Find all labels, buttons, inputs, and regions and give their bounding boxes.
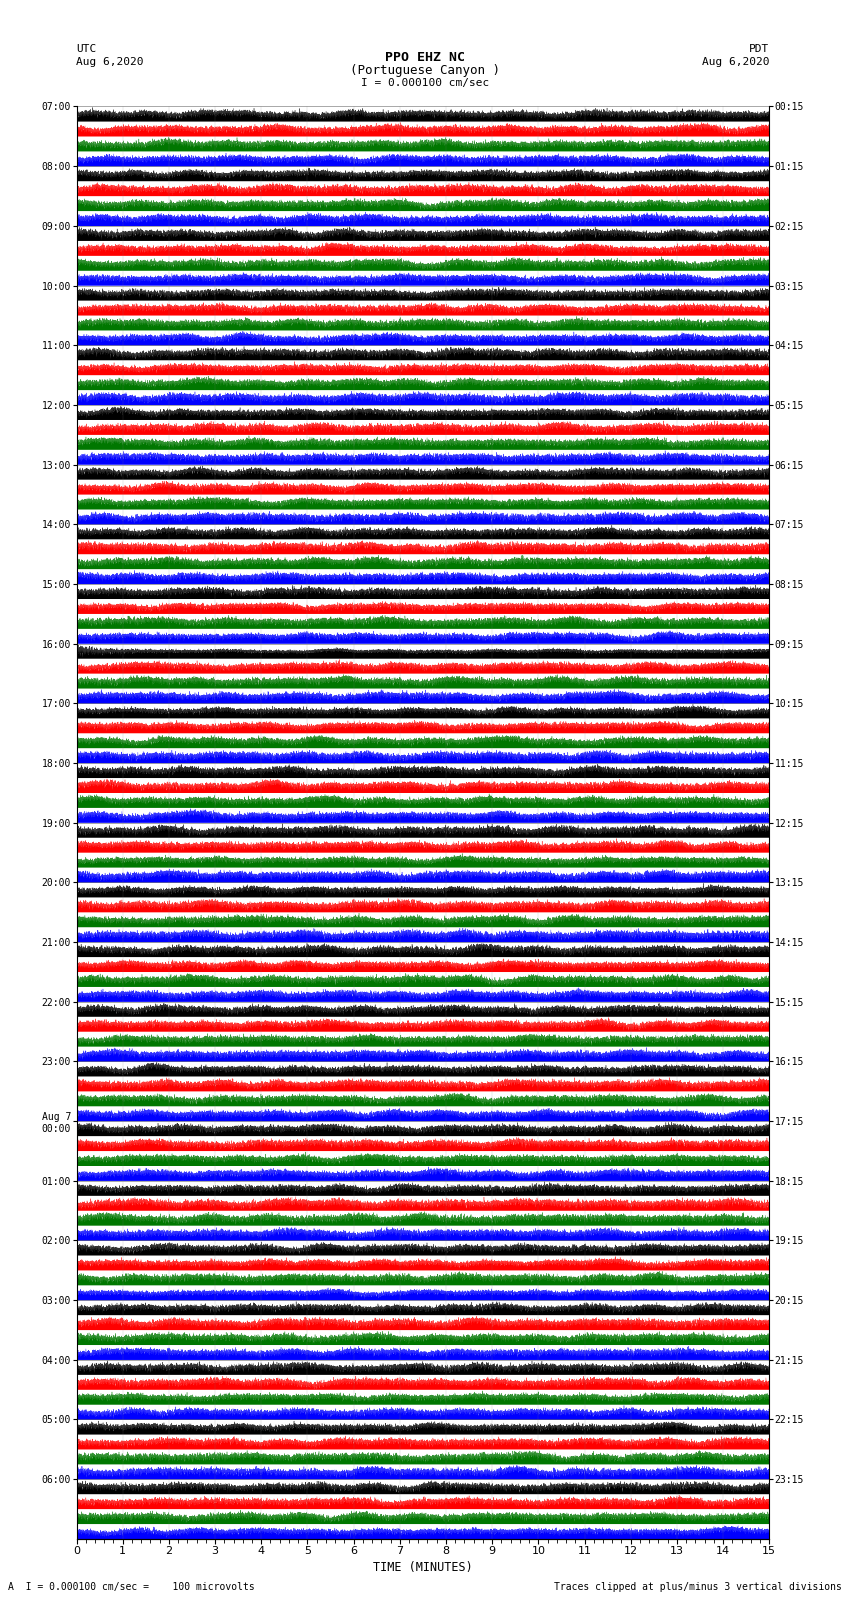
Text: Aug 6,2020: Aug 6,2020 bbox=[702, 56, 769, 66]
Text: PDT: PDT bbox=[749, 44, 769, 53]
X-axis label: TIME (MINUTES): TIME (MINUTES) bbox=[373, 1561, 473, 1574]
Text: I = 0.000100 cm/sec: I = 0.000100 cm/sec bbox=[361, 77, 489, 87]
Text: PPO EHZ NC: PPO EHZ NC bbox=[385, 50, 465, 65]
Text: (Portuguese Canyon ): (Portuguese Canyon ) bbox=[350, 63, 500, 77]
Text: A  I = 0.000100 cm/sec =    100 microvolts: A I = 0.000100 cm/sec = 100 microvolts bbox=[8, 1582, 255, 1592]
Text: Aug 6,2020: Aug 6,2020 bbox=[76, 56, 144, 66]
Text: UTC: UTC bbox=[76, 44, 97, 53]
Text: Traces clipped at plus/minus 3 vertical divisions: Traces clipped at plus/minus 3 vertical … bbox=[553, 1582, 842, 1592]
